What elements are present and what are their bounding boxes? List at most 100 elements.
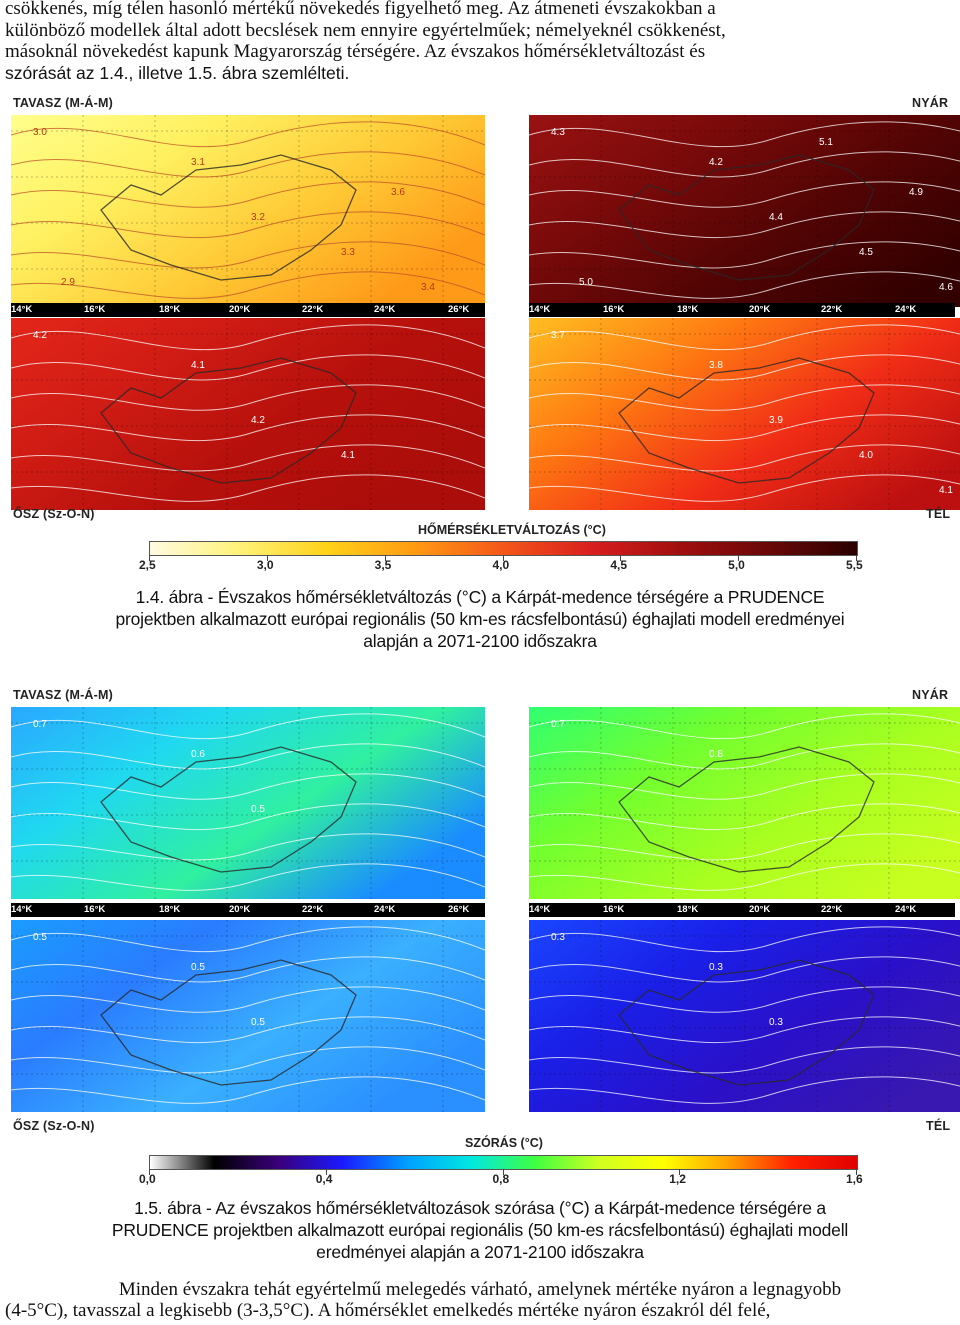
lon-label: 26°K [448,904,470,915]
contour-line [529,241,960,269]
intro-line: másoknál növekedést kapunk Magyarország … [5,41,706,62]
contour-line [529,713,960,740]
colorbar-tick-mark [856,555,857,561]
contour-line [11,241,485,269]
colorbar-tick-label: 0,8 [492,1172,510,1186]
contour-value-label: 3.4 [421,282,435,293]
lat-label: 48°É [496,373,518,384]
contour-line [529,271,960,299]
lon-label: 20°K [749,904,771,915]
colorbar-tick-mark [325,1169,327,1175]
contour-line [529,354,960,381]
caption-line: projektben alkalmazott európai regionáli… [115,609,845,629]
lat-label: 48°É [496,764,518,775]
contour-value-label: 4.1 [939,485,953,496]
lon-label: 14°K [11,904,33,915]
country-border [618,959,875,1086]
contour-line [11,1046,485,1074]
map-field [529,707,960,899]
map-field [529,318,960,510]
contour-value-label: 0.3 [551,932,565,943]
colorbar-tick-mark [502,555,504,561]
contour-line [529,1076,960,1104]
colorbar-tick-label: 0,4 [315,1172,333,1186]
contour-value-label: 0.8 [709,749,723,760]
contour-value-label: 4.1 [191,360,205,371]
contour-line [529,833,960,861]
map-field [11,318,485,510]
contour-value-label: 0.6 [191,749,205,760]
contour-value-label: 4.6 [939,282,953,293]
country-border [618,746,875,873]
contour-value-label: 0.3 [709,962,723,973]
lat-label: 46°É [496,1073,518,1084]
lon-label: 16°K [603,904,625,915]
country-border [100,154,357,281]
map-panel-summer: 4.34.24.44.54.64.84.95.05.1 [529,115,960,307]
contour-value-label: 4.5 [859,247,873,258]
season-label-spring: TAVASZ (M-Á-M) [13,688,113,702]
contour-line [11,271,485,299]
contour-line [11,324,485,351]
contour-value-label: 4.0 [859,450,873,461]
contour-value-label: 4.9 [909,187,923,198]
contour-line [529,803,960,831]
lat-label: 49°É [496,927,518,938]
contour-line [11,986,485,1013]
map-field [11,707,485,899]
contour-line [529,986,960,1013]
lon-label: 20°K [229,904,251,915]
lon-label: 18°K [159,304,181,315]
colorbar-tick-mark [679,1169,681,1175]
contour-value-label: 3.3 [341,247,355,258]
lon-label: 14°K [11,304,33,315]
contour-line [11,926,485,953]
intro-line: szórását az 1.4., illetve 1.5. ábra szem… [5,62,350,83]
contour-line [529,743,960,770]
colorbar-tick-mark [738,555,740,561]
contour-value-label: 3.9 [769,415,783,426]
colorbar-tick-label: 5,0 [728,558,745,572]
contour-line [11,414,485,442]
caption-line: 1.4. ábra - Évszakos hőmérsékletváltozás… [135,587,825,607]
contour-value-label: 2.9 [61,277,75,288]
colorbar-tick-label: 3,5 [374,558,392,572]
contour-value-label: 4.1 [341,450,355,461]
lat-label: 48°É [496,977,518,988]
map-panel-spring: 3.03.13.23.33.43.53.62.9 [11,115,485,307]
contour-line [529,384,960,411]
lon-label: 24°K [895,904,917,915]
contour-value-label: 3.7 [551,330,565,341]
contour-line [11,956,485,983]
lon-label: 16°K [84,304,106,315]
country-border [100,746,357,873]
country-border [100,357,357,484]
lon-label: 24°K [374,304,396,315]
contour-value-label: 3.2 [251,212,265,223]
lon-label: 16°K [603,304,625,315]
contour-value-label: 4.2 [709,157,723,168]
contour-line [529,474,960,502]
lon-label: 22°K [302,304,324,315]
contour-line [529,211,960,239]
contour-line [11,803,485,831]
contour-line [11,1076,485,1104]
contour-line [11,181,485,208]
map-panel-spring: 0.7 0.6 0.5 [11,707,485,899]
season-label-winter: TÉL [926,507,951,521]
season-label-summer: NYÁR [912,96,949,110]
colorbar-tick-label: 3,0 [256,558,274,572]
country-border [618,154,875,281]
contour-value-label: 5.1 [819,137,833,148]
lon-label: 26°K [448,304,470,315]
lon-label: 22°K [821,904,843,915]
contour-line [529,151,960,178]
lon-label: 20°K [749,304,771,315]
map-panel-autumn: 0.5 0.5 0.5 [11,920,485,1112]
contour-line [11,211,485,239]
colorbar-tick-label: 2,5 [139,558,156,572]
contour-value-label: 0.5 [191,962,205,973]
contour-value-label: 0.7 [33,719,47,730]
colorbar-tick-mark [149,555,150,561]
lat-label: 46°É [496,463,518,474]
